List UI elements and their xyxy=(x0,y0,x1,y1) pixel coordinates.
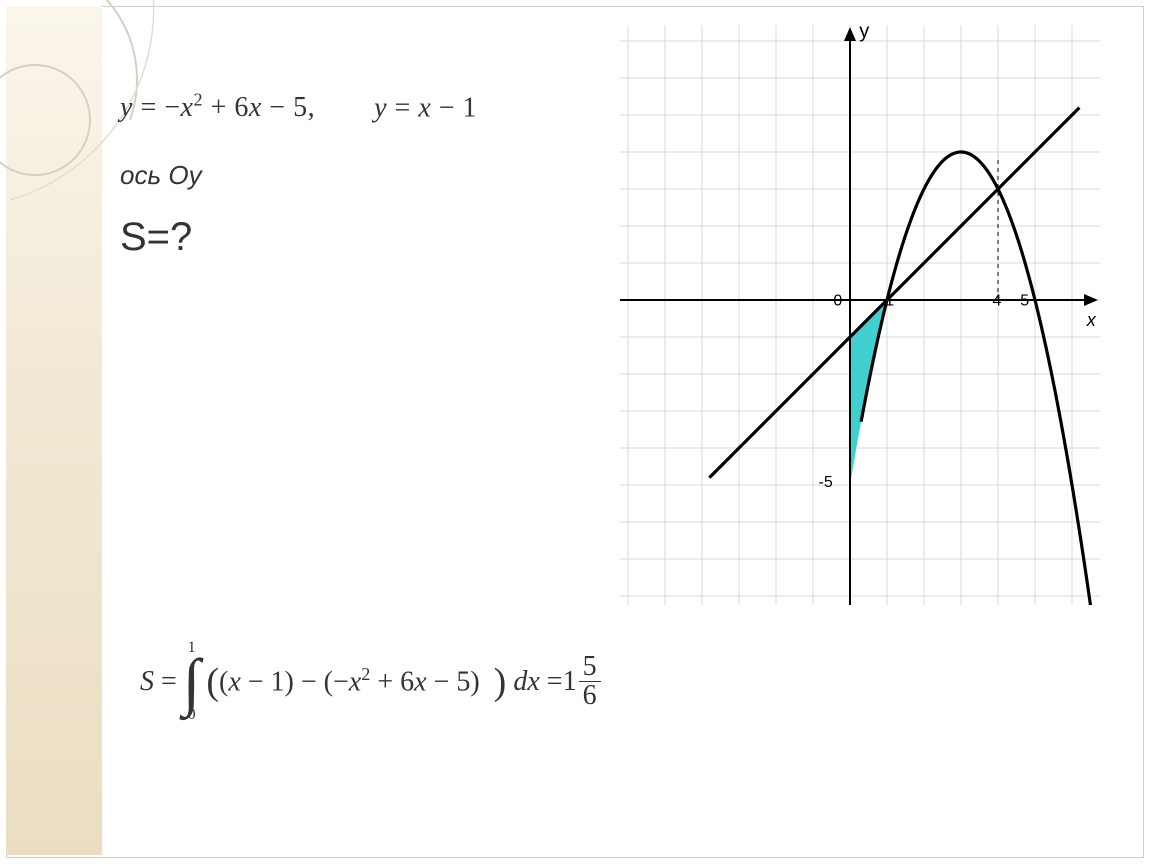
svg-text:4: 4 xyxy=(992,293,1001,310)
result-whole: 1 xyxy=(563,666,577,698)
svg-text:x: x xyxy=(1086,310,1097,330)
result-fraction: 5 6 xyxy=(579,653,601,710)
equation-2: y = x − 1 xyxy=(374,92,477,123)
integral-lower: 0 xyxy=(188,707,196,723)
graph-plot: y 0 1 4 5 x -5 xyxy=(620,25,1100,605)
formula-lhs: S = xyxy=(140,666,177,698)
fraction-num: 5 xyxy=(579,653,601,682)
fraction-den: 6 xyxy=(579,682,601,710)
svg-text:0: 0 xyxy=(833,293,842,310)
svg-text:-5: -5 xyxy=(819,474,833,491)
integrand: (x − 1) − (−x2 + 6x − 5) xyxy=(219,664,494,698)
svg-text:5: 5 xyxy=(1020,293,1029,310)
svg-text:y: y xyxy=(859,25,869,42)
dx: dx = xyxy=(506,666,562,698)
equation-1: y = −x2 + 6x − 5, xyxy=(120,92,315,123)
svg-text:1: 1 xyxy=(885,293,894,310)
result-formula: S = 1 ∫ 0 ( (x − 1) − (−x2 + 6x − 5) ) d… xyxy=(140,640,601,723)
integral-symbol: 1 ∫ 0 xyxy=(183,640,201,723)
